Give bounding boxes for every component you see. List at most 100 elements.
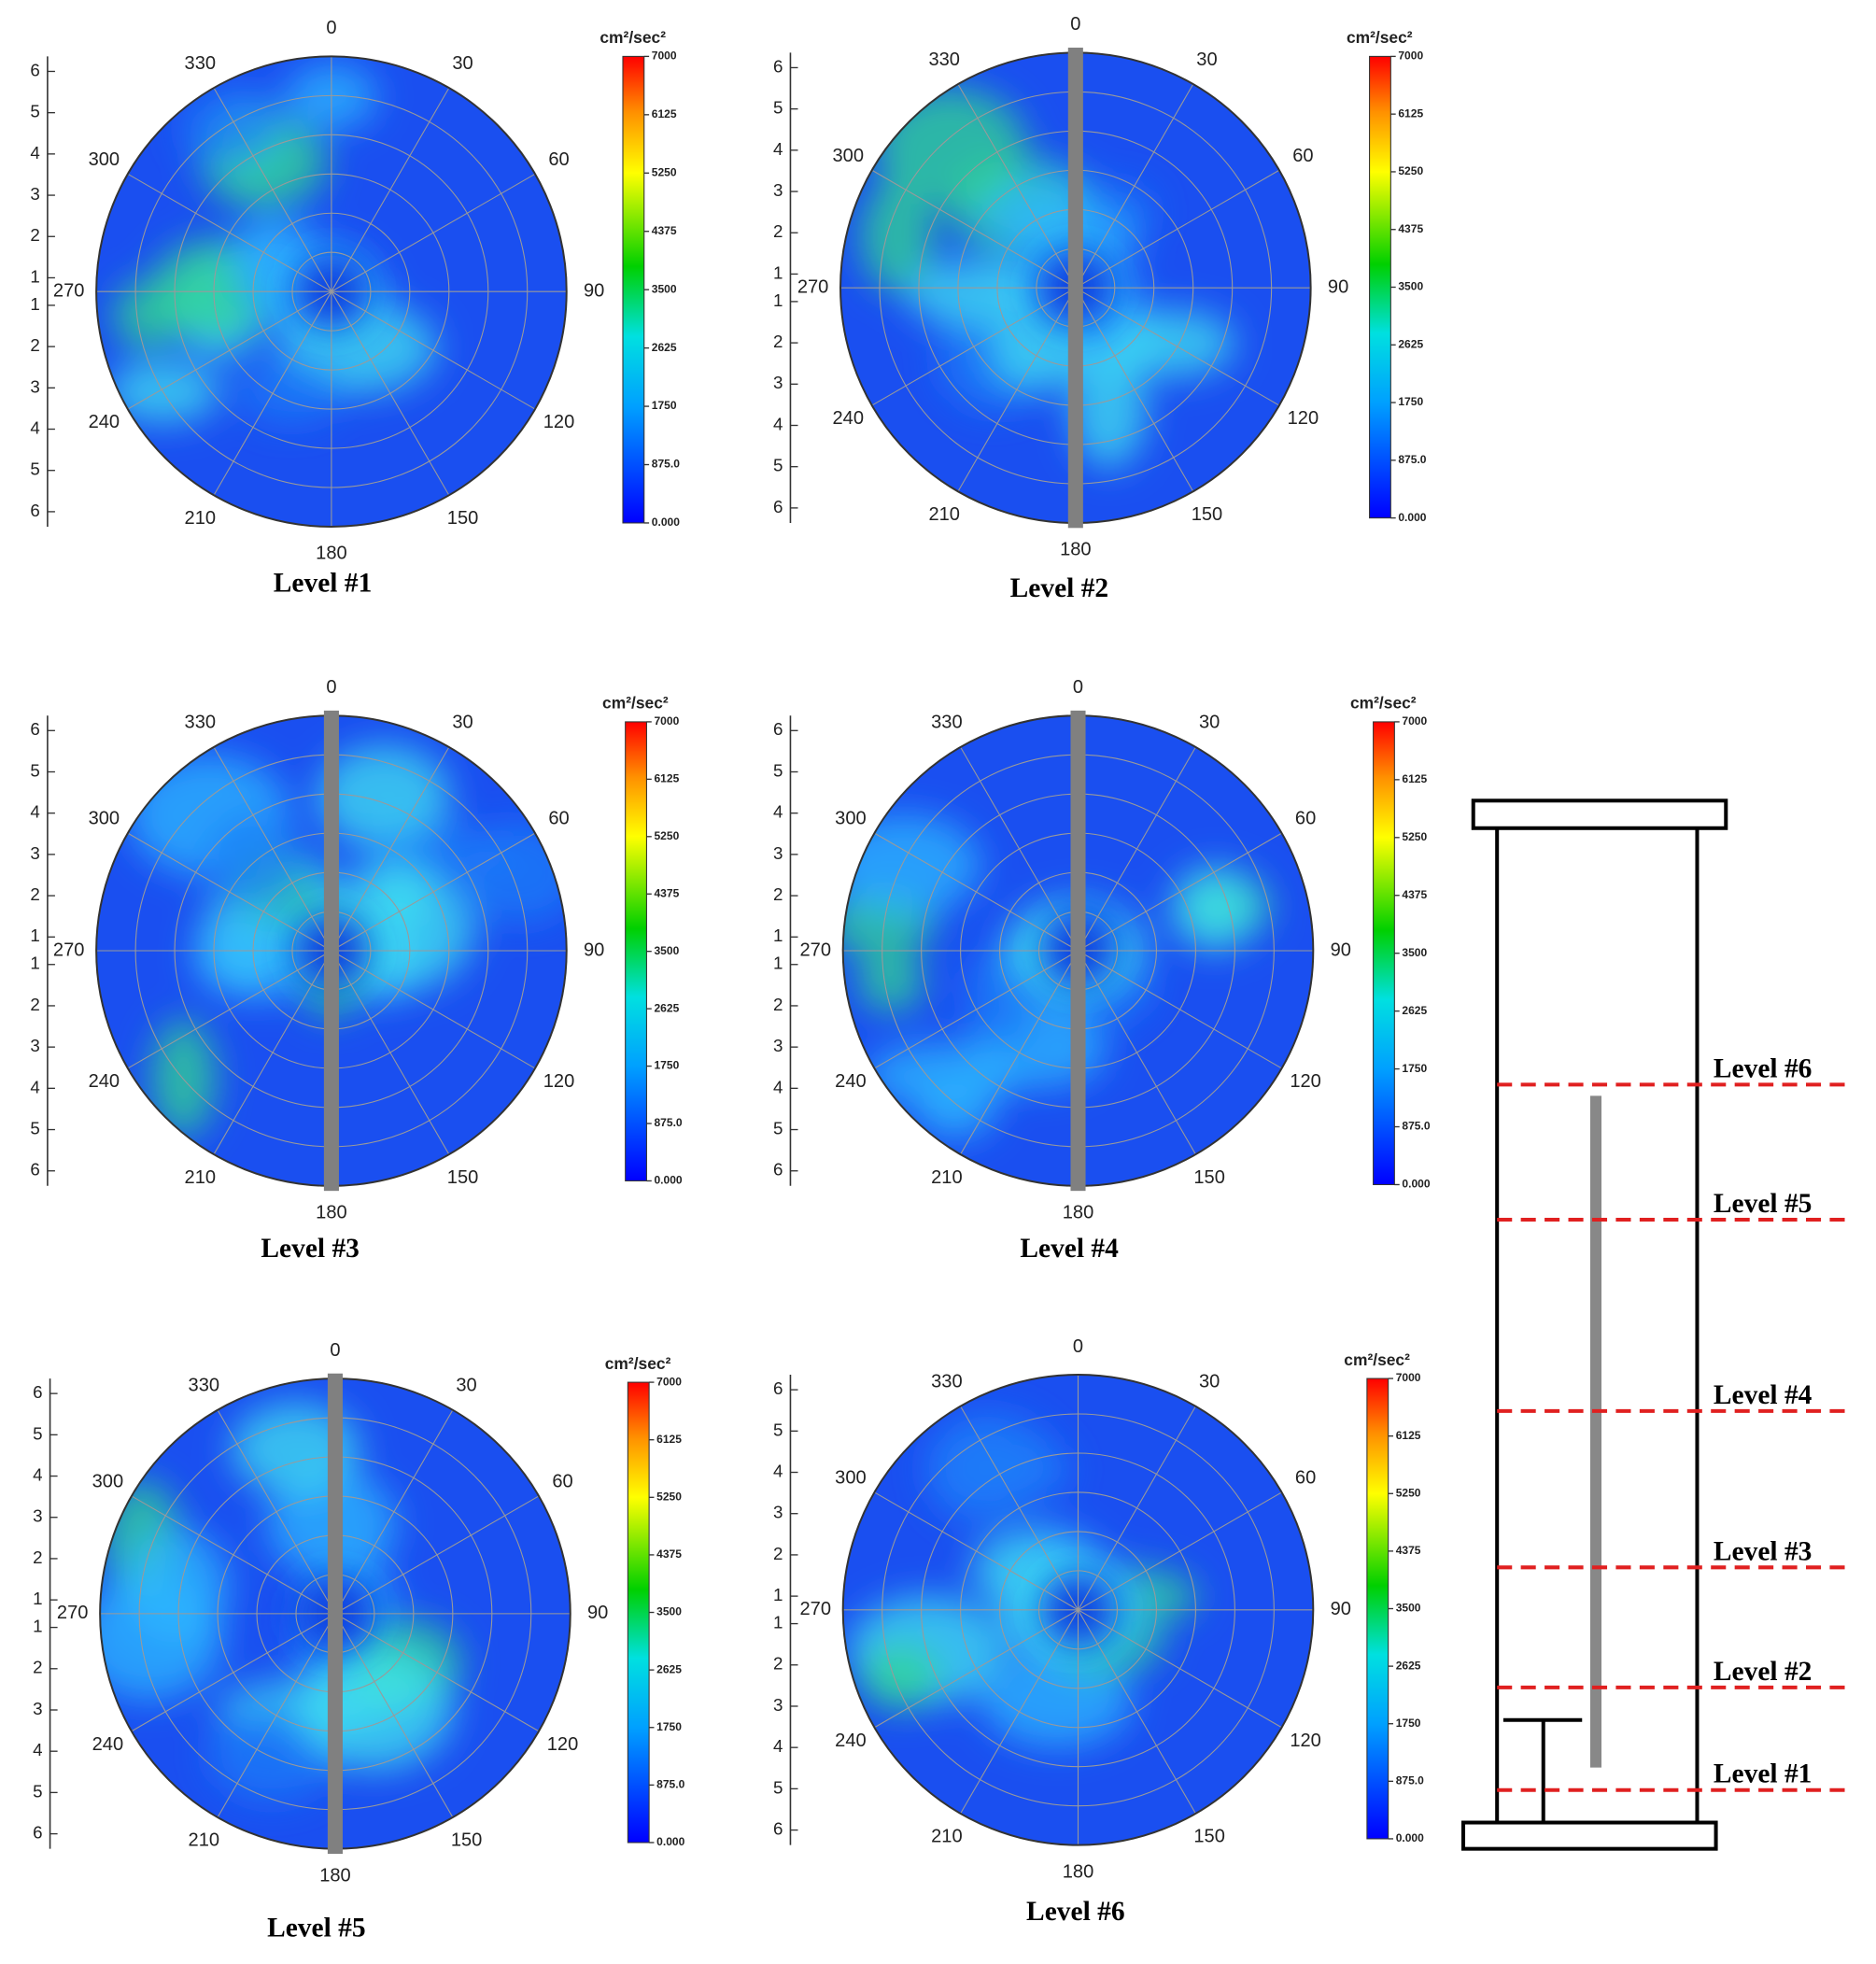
radial-tick-label: 2 <box>30 884 39 904</box>
radial-tick-label: 5 <box>773 98 783 118</box>
field-blob <box>860 1644 940 1710</box>
grid-spoke <box>334 1613 454 1818</box>
colorbar-tick-label: 6125 <box>652 107 677 120</box>
radial-tick-label: 3 <box>773 1036 783 1055</box>
angle-label: 150 <box>1192 504 1223 525</box>
angle-label: 300 <box>832 146 864 166</box>
colorbar-tick-label: 3500 <box>654 944 679 957</box>
angle-label: 90 <box>584 940 604 960</box>
grid-spoke <box>334 1613 540 1732</box>
polar-panel: 0 30 60 90 120 150 180 210 240 270 300 330 1 1 2 2 3 3 4 4 5… <box>773 14 1427 603</box>
angle-label: 210 <box>189 1830 220 1851</box>
radial-tick-label: 3 <box>30 376 39 396</box>
grid-spoke <box>1075 287 1280 406</box>
radial-tick-label: 6 <box>33 1382 42 1402</box>
polar-panel: 0 30 60 90 120 150 180 210 240 270 300 330 1 1 2 2 3 3 4 4 5… <box>33 1340 684 1943</box>
rod-shadow <box>323 710 339 1192</box>
radial-tick-label: 6 <box>30 60 39 79</box>
colorbar-tick-label: 7000 <box>654 714 679 728</box>
angle-label: 30 <box>452 53 473 74</box>
grid-spoke <box>213 87 332 292</box>
angle-label: 120 <box>1288 408 1319 429</box>
angle-label: 60 <box>1295 809 1316 829</box>
radial-tick-label: 1 <box>30 294 39 314</box>
panel-label: Level #6 <box>1026 1897 1125 1927</box>
angle-label: 240 <box>92 1734 124 1755</box>
angle-label: 60 <box>552 1472 572 1492</box>
angle-label: 180 <box>316 544 347 564</box>
grid-spoke <box>874 1609 1079 1729</box>
colorbar-tick-label: 5250 <box>652 165 677 178</box>
level-label: Level #3 <box>1714 1536 1813 1566</box>
radial-tick-label: 4 <box>773 1077 783 1096</box>
colorbar-tick-label: 6125 <box>656 1433 682 1446</box>
grid-spoke <box>1078 1609 1196 1815</box>
angle-label: 0 <box>1073 1336 1083 1357</box>
colorbar <box>1366 1378 1389 1840</box>
colorbar-tick-label: 0.000 <box>1396 1831 1424 1844</box>
radial-tick-label: 3 <box>773 1503 783 1522</box>
panel-label: Level #2 <box>1010 573 1109 603</box>
radial-tick-label: 5 <box>30 459 39 479</box>
radial-tick-label: 5 <box>773 1420 783 1439</box>
rod-shadow <box>1067 48 1083 529</box>
level-label: Level #4 <box>1714 1380 1813 1410</box>
radial-tick-label: 6 <box>773 1819 783 1839</box>
polar-panel: 0 30 60 90 120 150 180 210 240 270 300 330 1 1 2 2 3 3 4 4 5… <box>30 677 682 1264</box>
colorbar-tick-label: 3500 <box>1398 280 1423 293</box>
angle-label: 90 <box>587 1603 608 1623</box>
level-label: Level #1 <box>1714 1759 1813 1789</box>
grid-spoke <box>331 832 536 952</box>
radial-tick-label: 2 <box>773 221 783 241</box>
colorbar-tick-label: 4375 <box>652 224 677 237</box>
radial-tick-label: 4 <box>773 1736 783 1756</box>
colorbar-tick-label: 7000 <box>1396 1371 1421 1384</box>
colorbar-tick-label: 4375 <box>654 886 679 899</box>
angle-label: 90 <box>1328 276 1348 297</box>
field-blob <box>842 814 981 916</box>
rod-shadow <box>327 1373 343 1855</box>
angle-label: 120 <box>543 412 575 432</box>
colorbar-unit: cm²/sec² <box>602 694 669 713</box>
colorbar-tick-label: 4375 <box>656 1547 682 1561</box>
angle-label: 0 <box>326 677 336 698</box>
angle-label: 120 <box>547 1734 579 1755</box>
colorbar-tick-label: 3500 <box>1402 946 1427 959</box>
colorbar-tick-label: 875.0 <box>656 1778 684 1791</box>
grid-spoke <box>874 832 1079 952</box>
angle-label: 90 <box>1331 1599 1351 1619</box>
colorbar-tick-label: 7000 <box>652 49 677 63</box>
angle-label: 0 <box>330 1340 340 1361</box>
grid-spoke <box>1075 169 1280 289</box>
radial-tick-label: 5 <box>773 1118 783 1137</box>
column-schematic <box>1461 798 1728 1851</box>
angle-label: 90 <box>584 281 604 302</box>
angle-label: 0 <box>1070 14 1080 35</box>
level-label: Level #5 <box>1714 1189 1813 1219</box>
colorbar-tick-label: 7000 <box>1398 49 1423 63</box>
colorbar-tick-label: 0.000 <box>1402 1178 1430 1191</box>
field-blobs <box>100 1402 462 1802</box>
colorbar-tick-label: 0.000 <box>652 516 680 529</box>
rod-shadow <box>1070 710 1086 1192</box>
angle-label: 210 <box>185 1167 217 1188</box>
angle-label: 330 <box>928 49 960 70</box>
field-blob <box>860 180 935 292</box>
radial-tick-label: 1 <box>30 266 39 286</box>
radial-tick-label: 2 <box>33 1658 42 1677</box>
radial-tick-label: 6 <box>30 1160 39 1180</box>
colorbar-unit: cm²/sec² <box>1344 1350 1410 1369</box>
colorbar-tick-label: 1750 <box>656 1720 682 1733</box>
angle-label: 60 <box>548 809 569 829</box>
radial-tick-label: 4 <box>30 417 39 437</box>
radial-tick-label: 5 <box>33 1423 42 1443</box>
angle-label: 90 <box>1331 940 1351 960</box>
field-blob <box>100 1575 224 1701</box>
field-blob <box>238 359 345 424</box>
grid-spoke <box>874 1491 1079 1611</box>
radial-tick-label: 5 <box>773 456 783 475</box>
angle-label: 300 <box>92 1472 124 1492</box>
radial-tick-label: 2 <box>773 1654 783 1674</box>
radial-tick-label: 4 <box>773 414 783 433</box>
